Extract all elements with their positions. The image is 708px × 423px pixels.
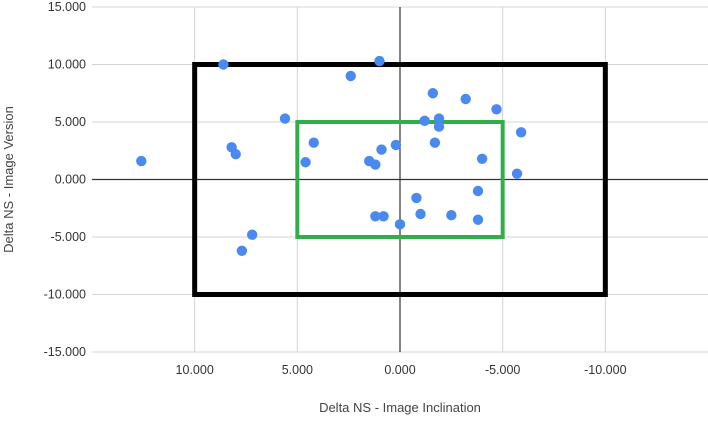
y-tick-labels: 15.000 10.000 5.000 0.000 -5.000 -10.000 -15.0… [44, 0, 86, 359]
x-tick-label: -10.000 [584, 363, 626, 377]
y-tick-label: 10.000 [48, 58, 86, 72]
y-tick-label: 0.000 [55, 173, 86, 187]
data-point [300, 157, 311, 168]
data-point [429, 137, 441, 148]
y-tick-label: 15.000 [48, 0, 86, 14]
data-point [378, 211, 389, 222]
data-point [246, 229, 258, 240]
x-tick-label: -5.000 [485, 363, 520, 377]
y-tick-label: 5.000 [55, 115, 86, 129]
y-tick-label: -10.000 [44, 288, 86, 302]
x-axis-title: Delta NS - Image Inclination [319, 400, 481, 415]
data-point [279, 113, 291, 124]
data-point [345, 70, 356, 82]
data-point [370, 159, 381, 170]
data-point [390, 139, 402, 151]
data-point [419, 115, 430, 127]
data-point [308, 137, 319, 148]
x-tick-labels: 10.000 5.000 0.000 -5.000 -10.000 [176, 363, 627, 377]
data-point [460, 93, 471, 105]
data-points [136, 55, 527, 256]
data-point [433, 113, 445, 124]
outer-region-rect [192, 62, 608, 297]
x-tick-label: 0.000 [384, 363, 415, 377]
y-tick-label: -15.000 [44, 345, 86, 359]
x-tick-label: 10.000 [176, 363, 214, 377]
data-point [446, 209, 457, 221]
data-point [394, 219, 406, 230]
data-point [415, 208, 426, 220]
data-point [374, 55, 385, 67]
zero-axis-lines [92, 7, 708, 352]
region-rectangles [192, 62, 608, 297]
data-point [476, 153, 488, 164]
data-point [376, 144, 387, 155]
data-point [230, 149, 241, 160]
data-point [218, 59, 229, 70]
x-tick-label: 5.000 [282, 363, 313, 377]
data-point [515, 127, 527, 138]
data-point [370, 211, 381, 222]
data-point [427, 88, 439, 99]
data-point [433, 121, 445, 132]
data-point [411, 192, 422, 204]
data-point [491, 104, 502, 115]
inner-region-rect [295, 120, 505, 239]
data-point [472, 185, 484, 197]
y-tick-label: -5.000 [51, 230, 86, 244]
y-axis-title: Delta NS - Image Version [1, 106, 16, 253]
data-point [511, 168, 523, 179]
data-point [136, 155, 147, 167]
data-point [236, 245, 248, 256]
data-point [472, 214, 484, 225]
